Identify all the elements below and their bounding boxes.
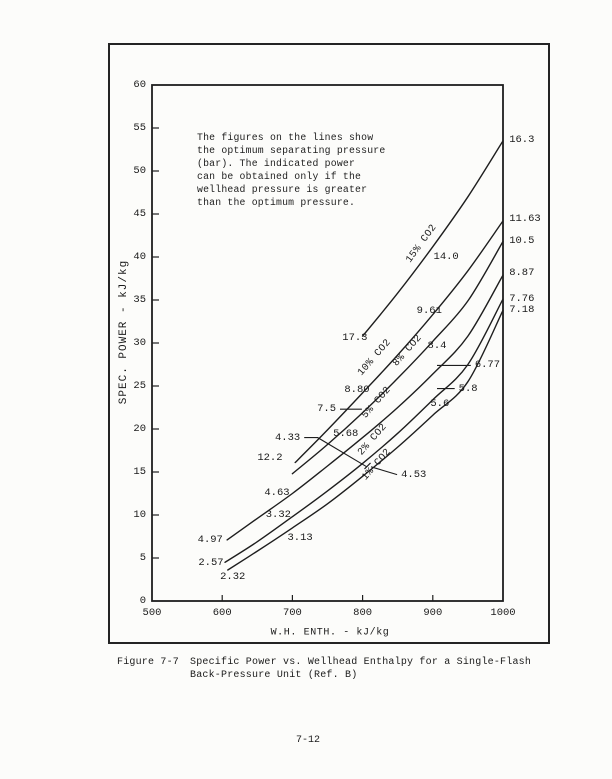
leader-line xyxy=(370,466,398,476)
series-curve xyxy=(294,220,504,464)
caption-figure-number: Figure 7-7 xyxy=(117,657,180,668)
annotation-note: The figures on the lines show the optimu… xyxy=(197,132,386,208)
series-curve xyxy=(291,240,504,475)
x-axis-title: W.H. ENTH. - kJ/kg xyxy=(270,627,390,639)
y-axis-title: SPEC. POWER - kJ/kg xyxy=(118,259,130,405)
series-curve xyxy=(361,140,504,337)
series-curve xyxy=(227,309,504,571)
caption-text-line2: Back-Pressure Unit (Ref. B) xyxy=(190,670,358,681)
leader-line xyxy=(304,437,368,468)
page-number: 7-12 xyxy=(295,735,320,746)
caption-text-line1: Specific Power vs. Wellhead Enthalpy for… xyxy=(190,657,532,668)
series-curve xyxy=(226,274,504,541)
figure-border xyxy=(108,43,550,644)
curve-tick-mark xyxy=(364,462,371,470)
series-curve xyxy=(224,298,504,563)
